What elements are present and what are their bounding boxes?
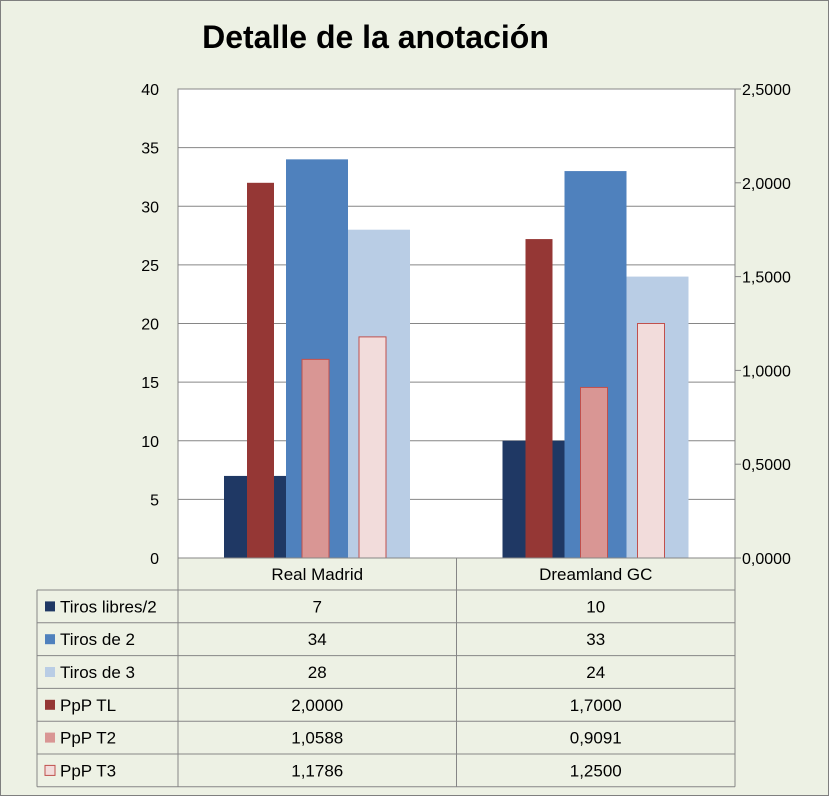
bar-ppp-t2 [580, 386, 608, 559]
y-tick-label: 20 [141, 317, 159, 334]
table-value: 0,9091 [570, 729, 622, 748]
table-value: 1,2500 [570, 761, 622, 780]
bar-ppp-t3 [358, 336, 387, 559]
legend-swatch [45, 699, 55, 710]
y-tick-label: 25 [141, 258, 159, 275]
category-label: Real Madrid [271, 565, 363, 584]
category-label: Dreamland GC [539, 565, 652, 584]
bar-ppp-tl [525, 239, 553, 558]
y2-tick-label: 0,5000 [742, 457, 791, 474]
y2-tick-label: 1,5000 [742, 270, 791, 287]
table-value: 33 [586, 630, 605, 649]
table-value: 1,0588 [291, 729, 343, 748]
legend-label: Tiros de 3 [60, 663, 135, 682]
y2-tick-label: 0,0000 [742, 551, 791, 568]
table-value: 24 [586, 663, 605, 682]
table-value: 2,0000 [291, 696, 343, 715]
legend-label: PpP TL [60, 696, 116, 715]
y-tick-label: 5 [150, 492, 159, 509]
bar-ppp-t2 [301, 358, 330, 559]
table-value: 34 [308, 630, 327, 649]
table-value: 1,7000 [570, 696, 622, 715]
y-tick-label: 30 [141, 199, 159, 216]
y-tick-label: 10 [141, 434, 159, 451]
legend-swatch [45, 667, 55, 677]
table-value: 7 [313, 597, 322, 616]
y-tick-label: 0 [150, 551, 159, 568]
bar-ppp-tl [247, 182, 274, 559]
y-tick-label: 40 [141, 82, 159, 99]
legend-swatch [44, 764, 56, 776]
legend-label: PpP T3 [60, 761, 116, 780]
legend-label: PpP T2 [60, 729, 116, 748]
y2-tick-label: 2,0000 [742, 176, 791, 193]
y2-tick-label: 1,0000 [742, 363, 791, 380]
y-tick-label: 15 [141, 375, 159, 392]
table-value: 1,1786 [291, 761, 343, 780]
chart-title: Detalle de la anotación [202, 19, 549, 55]
y-tick-label: 35 [141, 141, 159, 158]
legend-swatch [45, 601, 55, 612]
table-value: 28 [308, 663, 327, 682]
legend-label: Tiros de 2 [60, 630, 135, 649]
table-value: 10 [586, 597, 605, 616]
legend-swatch [45, 634, 55, 645]
legend-label: Tiros libres/2 [60, 597, 157, 616]
y2-tick-label: 2,5000 [742, 82, 791, 99]
bar-ppp-t3 [637, 323, 665, 559]
legend-swatch [45, 732, 55, 743]
